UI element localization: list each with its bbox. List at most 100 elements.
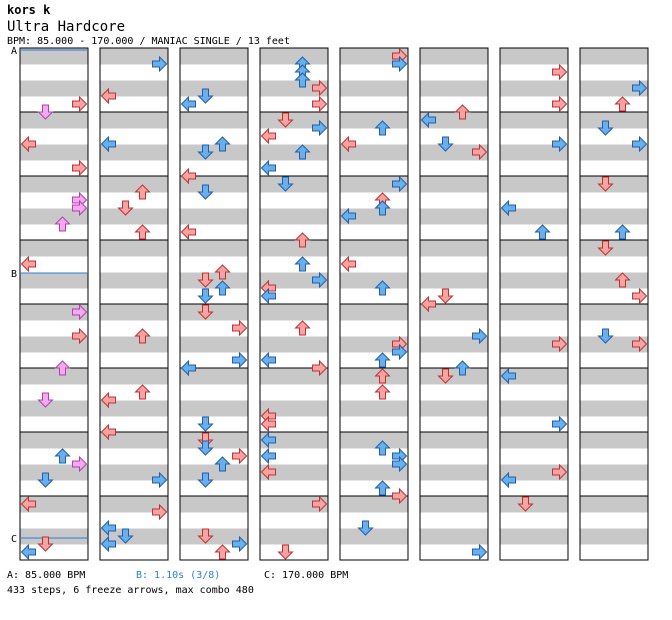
step-arrow-up-icon xyxy=(294,72,311,88)
beat-stripe xyxy=(260,112,328,129)
beat-stripe xyxy=(180,528,248,545)
chart-column xyxy=(19,47,89,561)
beat-stripe xyxy=(100,528,168,545)
step-arrow-down-icon xyxy=(197,272,214,288)
beat-stripe xyxy=(100,240,168,257)
beat-stripe xyxy=(580,528,648,545)
step-arrow-up-icon xyxy=(614,272,631,288)
step-arrow-up-icon xyxy=(134,224,151,240)
step-arrow-right-icon xyxy=(232,319,248,337)
step-arrow-left-icon xyxy=(420,295,436,313)
step-arrow-right-icon xyxy=(72,159,88,177)
step-arrow-up-icon xyxy=(614,224,631,240)
beat-stripe xyxy=(580,496,648,513)
beat-stripe xyxy=(100,48,168,65)
beat-stripe xyxy=(420,432,488,449)
step-arrow-left-icon xyxy=(100,391,116,409)
beat-stripe xyxy=(100,400,168,417)
legend-stop-b: B: 1.10s (3/8) xyxy=(136,570,221,581)
step-arrow-up-icon xyxy=(374,384,391,400)
beat-stripe xyxy=(420,400,488,417)
beat-stripe xyxy=(20,80,88,97)
beat-stripe xyxy=(500,80,568,97)
beat-stripe xyxy=(260,496,328,513)
beat-stripe xyxy=(420,272,488,289)
beat-stripe xyxy=(260,144,328,161)
beat-stripe xyxy=(260,208,328,225)
step-arrow-left-icon xyxy=(340,255,356,273)
step-arrow-right-icon xyxy=(472,327,488,345)
step-arrow-right-icon xyxy=(552,135,568,153)
chart-column xyxy=(179,47,249,561)
beat-stripe xyxy=(340,432,408,449)
beat-stripe xyxy=(100,144,168,161)
beat-stripe xyxy=(580,432,648,449)
step-arrow-left-icon xyxy=(180,359,196,377)
chart-stats: 433 steps, 6 freeze arrows, max combo 48… xyxy=(7,585,254,596)
beat-stripe xyxy=(20,496,88,513)
beat-stripe xyxy=(500,336,568,353)
chart-column xyxy=(579,47,649,561)
beat-stripe xyxy=(180,272,248,289)
step-arrow-down-icon xyxy=(597,120,614,136)
legend-bpm-a: A: 85.000 BPM xyxy=(7,570,86,581)
step-arrow-up-icon xyxy=(294,144,311,160)
step-arrow-down-icon xyxy=(37,536,54,552)
beat-stripe xyxy=(420,368,488,385)
step-arrow-left-icon xyxy=(100,423,116,441)
beat-stripe xyxy=(580,144,648,161)
beat-stripe xyxy=(100,80,168,97)
beat-stripe xyxy=(20,112,88,129)
beat-stripe xyxy=(260,336,328,353)
beat-stripe xyxy=(260,48,328,65)
step-arrow-down-icon xyxy=(197,304,214,320)
step-arrow-up-icon xyxy=(214,544,231,560)
beat-stripe xyxy=(260,304,328,321)
beat-stripe xyxy=(100,272,168,289)
step-arrow-right-icon xyxy=(632,135,648,153)
step-arrow-left-icon xyxy=(100,87,116,105)
step-arrow-left-icon xyxy=(20,495,36,513)
beat-stripe xyxy=(420,208,488,225)
beat-stripe xyxy=(260,176,328,193)
step-arrow-left-icon xyxy=(420,111,436,129)
beat-stripe xyxy=(420,48,488,65)
bpm-marker-label: A xyxy=(11,46,17,57)
step-arrow-up-icon xyxy=(374,120,391,136)
step-arrow-right-icon xyxy=(152,471,168,489)
step-arrow-right-icon xyxy=(472,143,488,161)
step-arrow-up-icon xyxy=(134,328,151,344)
beat-stripe xyxy=(100,208,168,225)
beat-stripe xyxy=(500,144,568,161)
beat-stripe xyxy=(180,176,248,193)
step-arrow-up-icon xyxy=(374,200,391,216)
step-arrow-right-icon xyxy=(312,495,328,513)
step-arrow-up-icon xyxy=(614,96,631,112)
step-arrow-down-icon xyxy=(197,288,214,304)
step-arrow-up-icon xyxy=(454,360,471,376)
beat-stripe xyxy=(500,496,568,513)
step-arrow-left-icon xyxy=(260,287,276,305)
beat-stripe xyxy=(420,496,488,513)
step-arrow-down-icon xyxy=(197,416,214,432)
step-arrow-left-icon xyxy=(340,207,356,225)
beat-stripe xyxy=(20,240,88,257)
step-arrow-right-icon xyxy=(152,55,168,73)
step-arrow-up-icon xyxy=(374,368,391,384)
step-arrow-right-icon xyxy=(312,79,328,97)
beat-stripe xyxy=(580,112,648,129)
step-arrow-left-icon xyxy=(260,415,276,433)
beat-stripe xyxy=(580,48,648,65)
step-arrow-left-icon xyxy=(260,431,276,449)
beat-stripe xyxy=(180,80,248,97)
step-arrow-up-icon xyxy=(214,136,231,152)
step-arrow-up-icon xyxy=(294,256,311,272)
step-arrow-left-icon xyxy=(180,223,196,241)
step-arrow-down-icon xyxy=(437,368,454,384)
beat-stripe xyxy=(180,496,248,513)
step-arrow-down-icon xyxy=(37,392,54,408)
step-arrow-right-icon xyxy=(552,63,568,81)
beat-stripe xyxy=(340,240,408,257)
step-arrow-right-icon xyxy=(392,55,408,73)
chart-column xyxy=(499,47,569,561)
